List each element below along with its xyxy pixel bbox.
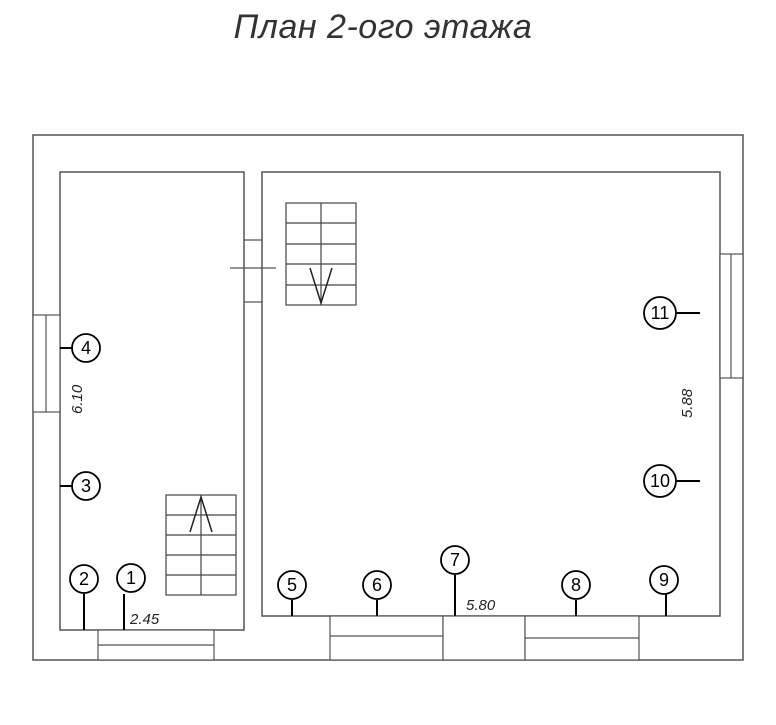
marker-1-label: 1 xyxy=(126,568,136,588)
marker-3-label: 3 xyxy=(81,476,91,496)
marker-5-label: 5 xyxy=(287,575,297,595)
marker-4-label: 4 xyxy=(81,338,91,358)
left-room-wall xyxy=(59,171,245,631)
door-bottom xyxy=(442,615,526,661)
dim-left-room-height: 6.10 xyxy=(69,384,86,414)
marker-4: 4 xyxy=(60,333,101,363)
marker-2-label: 2 xyxy=(79,569,89,589)
dim-right-room-height: 5.88 xyxy=(679,388,696,418)
marker-7: 7 xyxy=(440,545,470,616)
marker-9-label: 9 xyxy=(659,570,669,590)
plan-title: План 2-ого этажа xyxy=(233,8,533,46)
window-right xyxy=(719,253,744,379)
stair-arrow-down-icon xyxy=(309,267,333,306)
dim-left-room-width: 2.45 xyxy=(129,611,160,628)
upper-stair xyxy=(285,202,357,306)
marker-1: 1 xyxy=(116,563,146,630)
window-bottom-left xyxy=(97,629,215,661)
marker-10-label: 10 xyxy=(650,471,670,491)
window-bottom-1 xyxy=(329,615,444,661)
window-left xyxy=(32,314,61,413)
marker-7-label: 7 xyxy=(450,550,460,570)
dim-right-room-width: 5.80 xyxy=(466,597,496,614)
right-room-wall xyxy=(261,171,721,617)
marker-11: 11 xyxy=(643,296,700,330)
marker-8: 8 xyxy=(561,570,591,616)
marker-10: 10 xyxy=(643,464,700,498)
marker-3: 3 xyxy=(60,471,101,501)
interior-door xyxy=(230,239,276,303)
marker-9: 9 xyxy=(649,565,679,616)
marker-5: 5 xyxy=(277,570,307,616)
lower-stair xyxy=(165,494,237,596)
stair-arrow-up-icon xyxy=(189,494,213,533)
marker-8-label: 8 xyxy=(571,575,581,595)
marker-6-label: 6 xyxy=(372,575,382,595)
marker-6: 6 xyxy=(362,570,392,616)
window-bottom-2 xyxy=(524,615,640,661)
marker-11-label: 11 xyxy=(651,303,670,323)
marker-2: 2 xyxy=(69,564,99,630)
